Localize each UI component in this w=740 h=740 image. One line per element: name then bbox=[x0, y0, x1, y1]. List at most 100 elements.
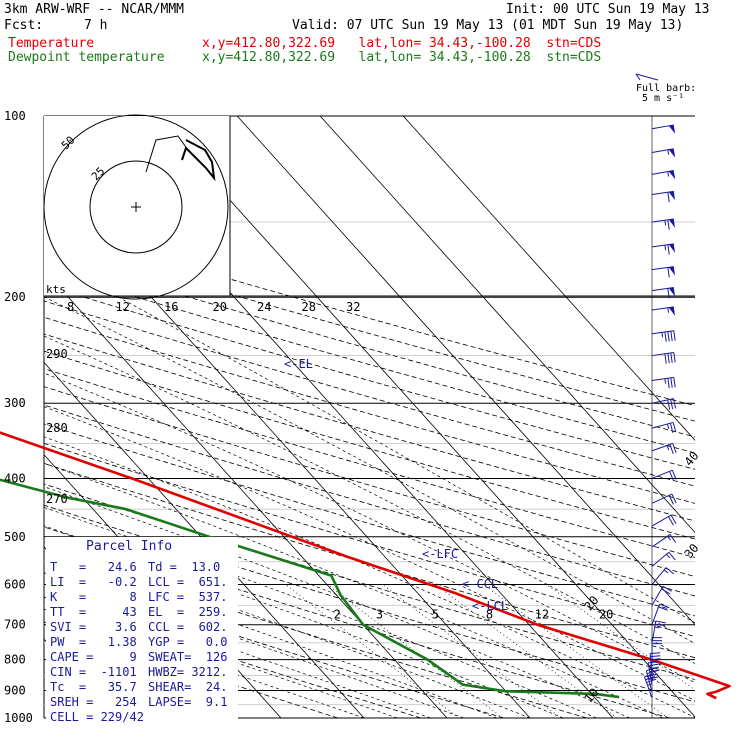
wind-barb-staff bbox=[651, 148, 674, 154]
pressure-label-400: 400 bbox=[4, 471, 26, 485]
wind-barb-full bbox=[650, 652, 661, 655]
hodograph-units: kts bbox=[46, 283, 66, 296]
wind-barb-staff bbox=[651, 534, 671, 548]
dry-adiabat bbox=[44, 572, 505, 718]
mixing-ratio-label: 5 bbox=[432, 608, 439, 622]
wind-barb-staff bbox=[651, 376, 674, 381]
wind-barb-full bbox=[668, 551, 676, 561]
parcel-info-value: TT = 43 bbox=[50, 605, 137, 619]
parcel-info-value: HWBZ= 3212. bbox=[148, 665, 228, 679]
isotherm-line bbox=[153, 116, 695, 718]
wind-barb-full bbox=[668, 516, 674, 526]
wind-barb-full bbox=[658, 606, 669, 611]
parcel-info-value: SWEAT= 126 bbox=[148, 650, 228, 664]
wind-barb-half bbox=[667, 149, 670, 155]
wind-barb-half bbox=[666, 423, 670, 429]
isotherm-line bbox=[402, 116, 695, 441]
wind-barb-full bbox=[670, 331, 673, 342]
parcel-info-value: CAPE = 9 bbox=[50, 650, 137, 664]
dry-adiabat bbox=[44, 253, 695, 438]
mixing-ratio-label: 8 bbox=[486, 608, 493, 622]
axis-labels: 1002003004005006007008009001000-80-70-60… bbox=[4, 109, 702, 725]
wind-barb-flag bbox=[668, 148, 676, 158]
dewpoint-trace bbox=[0, 478, 620, 699]
speed-tick-24: 24 bbox=[257, 300, 271, 314]
wind-barb-half bbox=[654, 626, 660, 629]
theta-lower-label: 290 bbox=[46, 347, 68, 361]
wind-barb-full bbox=[669, 444, 674, 454]
wind-barb-flag bbox=[668, 306, 676, 316]
dry-adiabat bbox=[44, 442, 695, 637]
temperature-legend: Temperature bbox=[8, 36, 95, 51]
wind-barb-staff bbox=[644, 676, 653, 698]
parcel-info-value: Tc = 35.7 bbox=[50, 680, 137, 694]
isotherm-line bbox=[319, 116, 695, 534]
wind-barb-flag bbox=[668, 124, 676, 134]
lfc-annotation: <-LFC bbox=[422, 547, 458, 561]
dry-adiabat bbox=[44, 316, 695, 504]
parcel-info-value: T = 24.6 bbox=[50, 560, 137, 574]
wind-barb-full bbox=[671, 493, 677, 504]
wind-barb-full bbox=[673, 352, 676, 363]
wind-barb-staff bbox=[651, 567, 667, 585]
pressure-label-500: 500 bbox=[4, 530, 26, 544]
wind-barb-full bbox=[648, 663, 659, 667]
moist-adiabat bbox=[44, 436, 695, 718]
pressure-label-100: 100 bbox=[4, 109, 26, 123]
wind-barb-full bbox=[673, 377, 676, 388]
wind-barb-half bbox=[664, 245, 667, 251]
temperature-trace bbox=[0, 431, 731, 700]
wind-barb-staff bbox=[651, 586, 664, 606]
parcel-info-value: PW = 1.38 bbox=[50, 635, 137, 649]
wind-barb-staff bbox=[651, 551, 670, 567]
wind-barb-full bbox=[645, 675, 656, 681]
pressure-label-200: 200 bbox=[4, 290, 26, 304]
wind-barb-full bbox=[667, 244, 670, 255]
wind-barb-full bbox=[667, 331, 670, 342]
hodograph-ring-25 bbox=[89, 160, 183, 254]
wind-barb-full bbox=[665, 567, 675, 575]
dry-adiabat bbox=[44, 224, 695, 407]
moist-adiabat bbox=[44, 506, 597, 718]
moist-adiabat bbox=[44, 542, 531, 718]
wind-barb-full bbox=[670, 399, 674, 410]
model-title: 3km ARW-WRF -- NCAR/MMM bbox=[4, 2, 185, 17]
isotherm-line bbox=[44, 361, 365, 718]
pressure-label-900: 900 bbox=[4, 683, 26, 697]
mixing-ratio-label: 2 bbox=[334, 608, 341, 622]
wind-barb-half bbox=[667, 171, 670, 177]
wind-barb-full bbox=[667, 353, 670, 364]
parcel-info-value: K = 8 bbox=[50, 590, 137, 604]
wind-barb-full bbox=[655, 620, 666, 624]
parcel-info-value: CCL = 602. bbox=[148, 620, 228, 634]
wind-barb-half bbox=[664, 220, 667, 226]
dry-adiabat bbox=[44, 333, 695, 522]
hodograph-storm-motion bbox=[145, 135, 189, 173]
wind-barb-full bbox=[668, 495, 674, 505]
speed-tick-12: 12 bbox=[116, 300, 130, 314]
wind-barb-full bbox=[672, 422, 677, 433]
speed-tick-28: 28 bbox=[302, 300, 316, 314]
wind-barb-staff bbox=[651, 421, 674, 429]
wind-barb-full bbox=[669, 471, 674, 481]
wind-barb-flag bbox=[668, 191, 676, 201]
wind-barb-full bbox=[646, 678, 657, 684]
wind-barb-full bbox=[664, 331, 667, 342]
barb-legend-tick bbox=[635, 73, 641, 81]
wind-barb-staff bbox=[651, 621, 657, 643]
moist-adiabat bbox=[44, 596, 398, 718]
pressure-label-300: 300 bbox=[4, 396, 26, 410]
el-annotation: <-EL bbox=[284, 357, 313, 371]
temperature-location: x,y=412.80,322.69 lat,lon= 34.43,-100.28… bbox=[202, 36, 602, 51]
dewpoint-legend: Dewpoint temperature bbox=[8, 50, 165, 65]
dry-adiabat bbox=[44, 404, 695, 597]
wind-barb-staff bbox=[651, 306, 674, 311]
dry-adiabat bbox=[44, 423, 695, 617]
wind-barb-full bbox=[650, 658, 661, 661]
speed-tick-8: 8 bbox=[67, 300, 74, 314]
wind-barb-half bbox=[663, 569, 669, 574]
barb-legend-staff bbox=[635, 73, 659, 81]
wind-barb-full bbox=[669, 423, 674, 434]
ccl-annotation: <-CCL bbox=[462, 577, 498, 591]
speed-tick-16: 16 bbox=[164, 300, 178, 314]
